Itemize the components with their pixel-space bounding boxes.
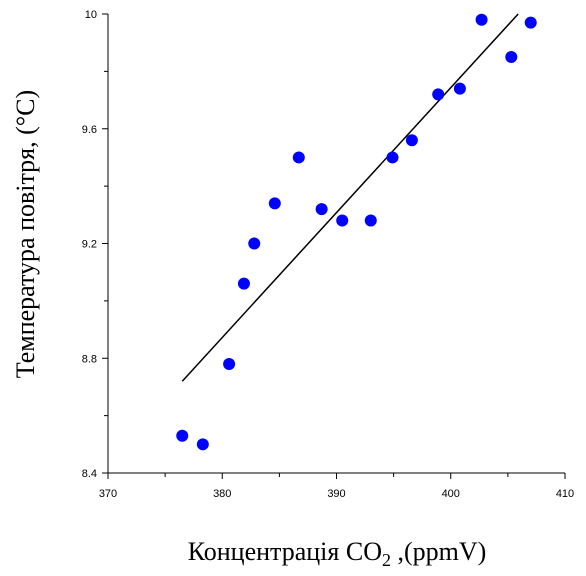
data-point — [386, 151, 399, 164]
x-tick-label: 370 — [99, 488, 117, 500]
y-tick-label: 8.4 — [82, 468, 97, 480]
x-tick-label: 380 — [213, 488, 231, 500]
data-point — [336, 214, 349, 227]
data-point — [315, 203, 328, 216]
data-point — [268, 197, 281, 210]
data-point — [405, 134, 418, 147]
y-axis-title: Температура повітря, (°C) — [11, 90, 40, 378]
x-axis-title-subscript: 2 — [382, 550, 391, 570]
y-tick-label: 9.2 — [82, 239, 97, 251]
y-tick-label: 10 — [85, 9, 97, 21]
data-point — [196, 438, 209, 451]
data-point — [475, 13, 488, 26]
data-point — [505, 51, 518, 64]
data-point — [524, 16, 537, 29]
data-points — [176, 13, 537, 451]
data-point — [364, 214, 377, 227]
data-point — [432, 88, 445, 101]
x-tick-label: 400 — [442, 488, 460, 500]
data-point — [292, 151, 305, 164]
data-point — [223, 357, 236, 370]
x-tick-label: 390 — [327, 488, 345, 500]
trend-line-group — [181, 13, 519, 382]
axis-labels: 370 380 390 400 410 8.4 8.8 9.2 9.6 10 Концентраці… — [11, 9, 574, 570]
data-point — [248, 237, 261, 250]
x-axis-title: Концентрація CO2 ,(ppmV) — [188, 537, 487, 570]
axes — [102, 13, 566, 479]
y-tick-label: 9.6 — [82, 124, 97, 136]
y-tick-label: 8.8 — [82, 353, 97, 365]
x-axis-title-main: Концентрація CO — [188, 537, 382, 566]
data-point — [453, 82, 466, 95]
data-point — [237, 277, 250, 290]
data-point — [176, 429, 189, 442]
x-tick-label: 410 — [556, 488, 574, 500]
x-axis-title-units: ,(ppmV) — [391, 537, 486, 566]
trend-line — [181, 13, 519, 382]
